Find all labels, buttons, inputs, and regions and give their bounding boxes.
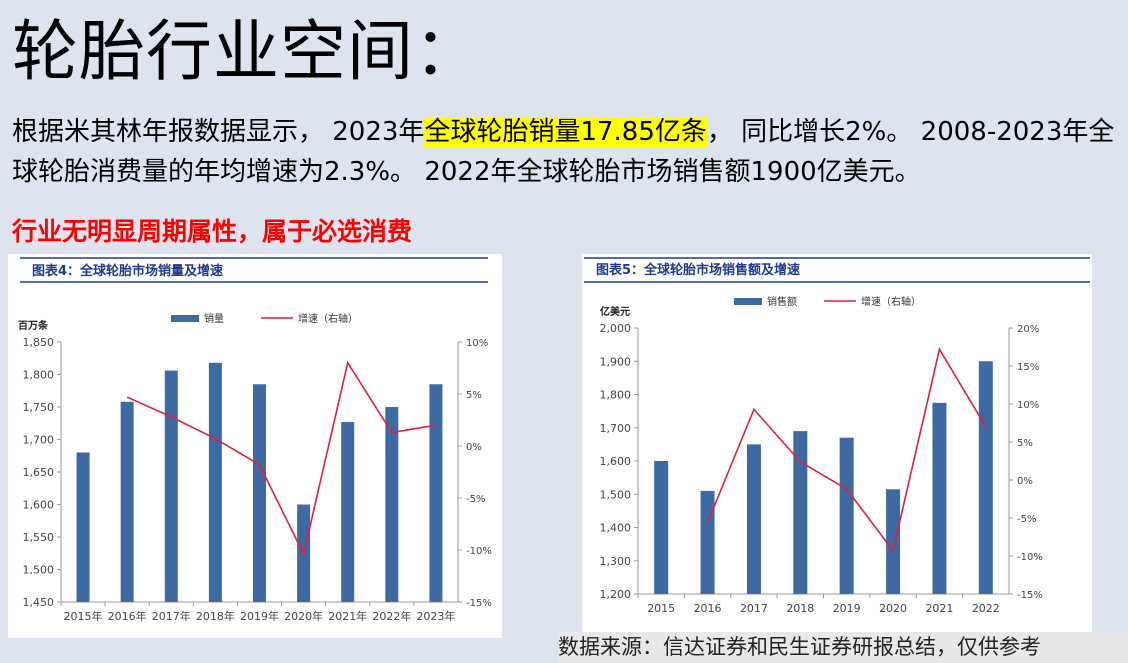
y2-tick-label: 5% [1017, 438, 1033, 449]
x-tick-label: 2020 [879, 602, 907, 615]
y2-tick-label: -5% [466, 494, 485, 505]
bar [700, 490, 715, 594]
y-tick-label: 1,450 [23, 596, 55, 609]
y2-tick-label: 20% [1017, 324, 1039, 335]
y-tick-label: 1,200 [600, 588, 632, 601]
x-tick-label: 2018 [786, 602, 814, 615]
y2-tick-label: 10% [1017, 400, 1039, 411]
y-tick-label: 1,850 [23, 336, 55, 349]
x-tick-label: 2017年 [152, 609, 191, 623]
summary-highlight: 全球轮胎销量17.85亿条 [424, 117, 707, 147]
chart-panel-sales-volume: 图表4：全球轮胎市场销量及增速销量 增速（右轴） 百万条 1,450 1,500 1,55… [8, 254, 502, 638]
bar [793, 431, 808, 594]
y-tick-label: 1,700 [600, 422, 632, 435]
y2-tick-label: 0% [1017, 476, 1033, 487]
x-tick-label: 2017 [740, 602, 768, 615]
y-tick-label: 1,500 [23, 564, 55, 577]
data-source-note: 数据来源：信达证券和民生证券研报总结，仅供参考 [558, 632, 1128, 663]
y-tick-label: 1,500 [600, 488, 632, 501]
summary-paragraph: 根据米其林年报数据显示， 2023年全球轮胎销量17.85亿条， 同比增长2%。… [12, 112, 1120, 192]
bar [839, 437, 854, 594]
x-tick-label: 2020年 [284, 609, 323, 623]
x-tick-label: 2019年 [240, 609, 279, 623]
summary-text-1: 根据米其林年报数据显示， 2023年 [12, 117, 425, 147]
bar [253, 384, 266, 602]
y2-tick-label: 15% [1017, 362, 1039, 373]
bar [76, 452, 90, 602]
bar [341, 421, 355, 602]
x-tick-label: 2015年 [64, 609, 103, 623]
y-tick-label: 1,550 [23, 531, 55, 544]
summary-text-2: ， 同比增长2%。 2008-2023年全球轮胎消费量的年均增速为2.3%。 2… [12, 117, 1115, 187]
y-tick-label: 2,000 [600, 322, 632, 335]
x-tick-label: 2022年 [372, 609, 411, 623]
x-tick-label: 2019 [833, 602, 861, 615]
x-tick-label: 2018年 [196, 609, 235, 623]
y2-tick-label: -5% [1017, 514, 1036, 525]
y-tick-label: 1,800 [600, 389, 632, 402]
y-tick-label: 1,900 [600, 355, 632, 368]
y-tick-label: 1,300 [600, 555, 632, 568]
x-tick-label: 2021年 [328, 609, 367, 623]
legend-label: 销量 [204, 312, 224, 325]
x-tick-label: 2022 [972, 602, 1000, 615]
x-tick-label: 2016年 [108, 609, 147, 623]
y2-tick-label: 10% [466, 338, 488, 349]
bar [208, 362, 222, 602]
y-tick-label: 1,800 [23, 369, 55, 382]
y-axis-label: 亿美元 [600, 305, 630, 318]
x-tick-label: 2015 [647, 602, 675, 615]
legend-bar-swatch [734, 298, 762, 305]
bar [746, 444, 761, 594]
y2-tick-label: 0% [466, 442, 482, 453]
y-tick-label: 1,600 [600, 455, 632, 468]
y-tick-label: 1,700 [23, 434, 55, 447]
bar [886, 489, 901, 594]
y2-tick-label: -15% [466, 598, 492, 609]
bar [164, 370, 178, 602]
industry-note: 行业无明显周期属性，属于必选消费 [12, 217, 413, 246]
x-tick-label: 2021 [925, 602, 953, 615]
y-tick-label: 1,600 [23, 499, 55, 512]
slide-title: 轮胎行业空间： [12, 13, 481, 90]
legend-label: 增速（右轴） [861, 295, 921, 308]
bar [978, 361, 993, 594]
bar [120, 401, 134, 602]
y-axis-label: 百万条 [18, 319, 49, 332]
legend-bar-swatch [171, 315, 199, 322]
bar [654, 461, 669, 594]
chart-title: 图表5：全球轮胎市场销售额及增速 [596, 262, 800, 278]
bar [429, 384, 443, 602]
legend-label: 销售额 [767, 295, 797, 308]
y2-tick-label: -10% [1017, 552, 1043, 563]
chart-panel-sales-revenue: 图表5：全球轮胎市场销售额及增速销售额 增速（右轴） 亿美元 1,200 1,300 1,… [582, 254, 1092, 638]
growth-line [126, 360, 437, 557]
chart-title: 图表4：全球轮胎市场销量及增速 [32, 263, 223, 279]
bar [932, 402, 947, 594]
y2-tick-label: -10% [466, 546, 492, 557]
y-tick-label: 1,750 [23, 401, 55, 414]
x-tick-label: 2016 [694, 602, 722, 615]
x-tick-label: 2023年 [416, 609, 455, 623]
y-tick-label: 1,650 [23, 466, 55, 479]
bar [385, 407, 399, 602]
y2-tick-label: 5% [466, 390, 482, 401]
legend-label: 增速（右轴） [298, 312, 358, 325]
y-tick-label: 1,400 [600, 522, 632, 535]
y2-tick-label: -15% [1017, 590, 1043, 601]
